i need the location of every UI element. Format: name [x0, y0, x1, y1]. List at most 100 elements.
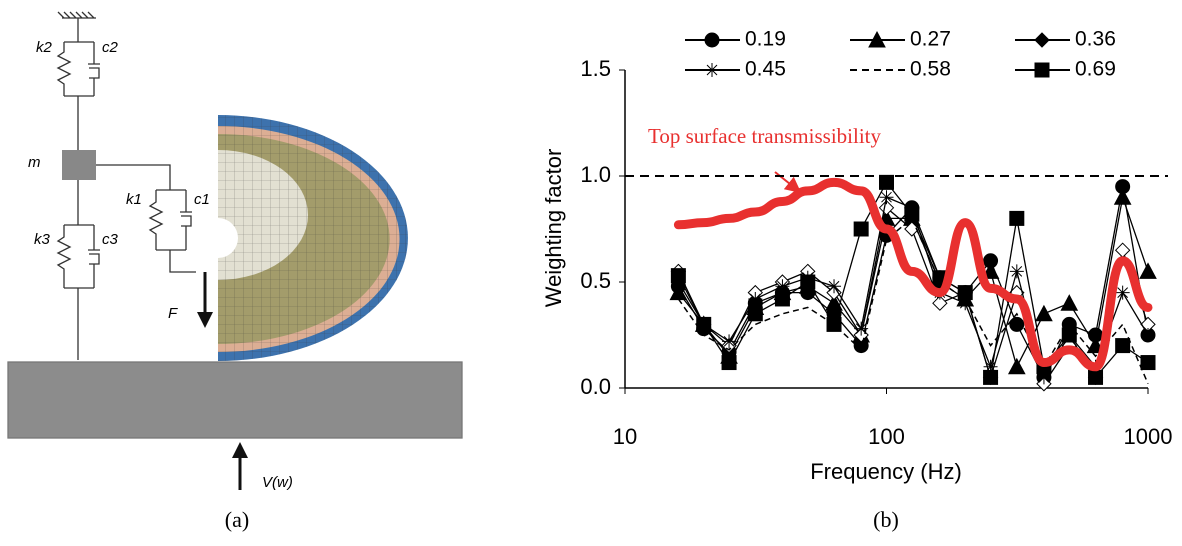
- marker: [704, 32, 720, 48]
- marker-shape: [904, 221, 920, 237]
- marker: [1061, 327, 1077, 343]
- marker-shape: [704, 32, 720, 48]
- marker: [1115, 338, 1131, 354]
- marker-shape: [1007, 357, 1026, 375]
- marker-shape: [853, 221, 869, 237]
- y-axis-label: Weighting factor: [541, 149, 566, 308]
- legend-label: 0.19: [745, 28, 786, 51]
- marker-shape: [826, 316, 842, 332]
- marker: [854, 321, 869, 336]
- legend-label: 0.27: [910, 28, 951, 51]
- marker-shape: [670, 268, 686, 284]
- marker-shape: [721, 355, 737, 371]
- marker-shape: [1115, 285, 1130, 300]
- marker-shape: [1035, 304, 1053, 322]
- marker: [1009, 210, 1025, 226]
- marker-shape: [868, 30, 886, 48]
- marker: [958, 296, 973, 311]
- marker: [932, 295, 948, 311]
- marker: [983, 359, 998, 374]
- marker-shape: [878, 200, 895, 216]
- marker-shape: [957, 285, 973, 301]
- label: c1: [194, 191, 210, 208]
- marker-shape: [1115, 338, 1131, 354]
- marker-shape: [1139, 262, 1157, 279]
- marker-shape: [800, 274, 816, 290]
- legend-label: 0.45: [745, 58, 786, 81]
- diagram: [7, 11, 463, 490]
- marker: [1034, 32, 1050, 48]
- marker-shape: [705, 63, 719, 77]
- marker: [878, 200, 895, 216]
- marker: [983, 369, 999, 385]
- marker-shape: [1114, 242, 1131, 258]
- label: k2: [36, 39, 53, 56]
- marker: [1139, 262, 1157, 279]
- marker: [1009, 264, 1024, 279]
- legend-label: 0.58: [910, 58, 951, 81]
- spring-damper-top: [56, 18, 100, 150]
- legend-label: 0.69: [1075, 58, 1116, 81]
- marker-shape: [1034, 32, 1050, 48]
- annotation: Top surface transmissibility: [648, 124, 881, 148]
- label: V(w): [262, 474, 293, 491]
- marker-shape: [827, 279, 842, 294]
- label: k1: [126, 191, 142, 208]
- marker: [904, 221, 920, 237]
- marker: [957, 285, 973, 301]
- annotation-arrow: [774, 171, 802, 193]
- series-line: [677, 217, 1149, 385]
- marker-shape: [1060, 294, 1079, 311]
- label: F: [168, 305, 178, 322]
- marker: [1034, 62, 1050, 78]
- marker-shape: [696, 316, 712, 332]
- marker-shape: [1088, 369, 1104, 385]
- spring-damper-bottom: [56, 180, 100, 360]
- x-tick-label: 10: [613, 424, 637, 449]
- label: k3: [34, 231, 51, 248]
- marker: [1114, 242, 1131, 258]
- mass: [62, 150, 96, 180]
- marker-shape: [775, 279, 790, 294]
- marker-shape: [1009, 264, 1024, 279]
- marker-shape: [747, 306, 763, 322]
- caption: (b): [873, 507, 899, 532]
- marker-shape: [1113, 188, 1132, 205]
- marker: [1036, 370, 1051, 385]
- marker-shape: [1036, 370, 1051, 385]
- input-arrowhead: [232, 442, 248, 458]
- marker: [705, 63, 719, 77]
- marker-shape: [1141, 328, 1155, 342]
- mesh-body: [196, 110, 408, 370]
- y-tick-label: 0.0: [580, 374, 611, 399]
- marker-shape: [1009, 210, 1025, 226]
- marker: [800, 274, 816, 290]
- marker: [721, 355, 737, 371]
- marker: [775, 279, 790, 294]
- marker: [774, 291, 790, 307]
- marker: [696, 316, 712, 332]
- marker: [1060, 294, 1079, 311]
- marker: [827, 279, 842, 294]
- ground: [57, 11, 96, 19]
- legend-label: 0.36: [1075, 28, 1116, 51]
- base: [7, 361, 463, 439]
- marker-shape: [722, 334, 737, 349]
- marker: [868, 30, 886, 48]
- y-tick-label: 0.5: [580, 268, 611, 293]
- marker: [1113, 188, 1132, 205]
- marker-shape: [1061, 327, 1077, 343]
- marker-shape: [958, 296, 973, 311]
- marker: [904, 206, 920, 222]
- marker: [879, 190, 894, 205]
- marker-shape: [1140, 355, 1156, 371]
- x-tick-label: 1000: [1124, 424, 1173, 449]
- marker: [1035, 304, 1053, 322]
- label: c3: [102, 231, 119, 248]
- label: c2: [102, 39, 119, 56]
- marker-shape: [1034, 62, 1050, 78]
- marker-shape: [983, 369, 999, 385]
- marker-shape: [748, 291, 763, 306]
- marker: [1088, 369, 1104, 385]
